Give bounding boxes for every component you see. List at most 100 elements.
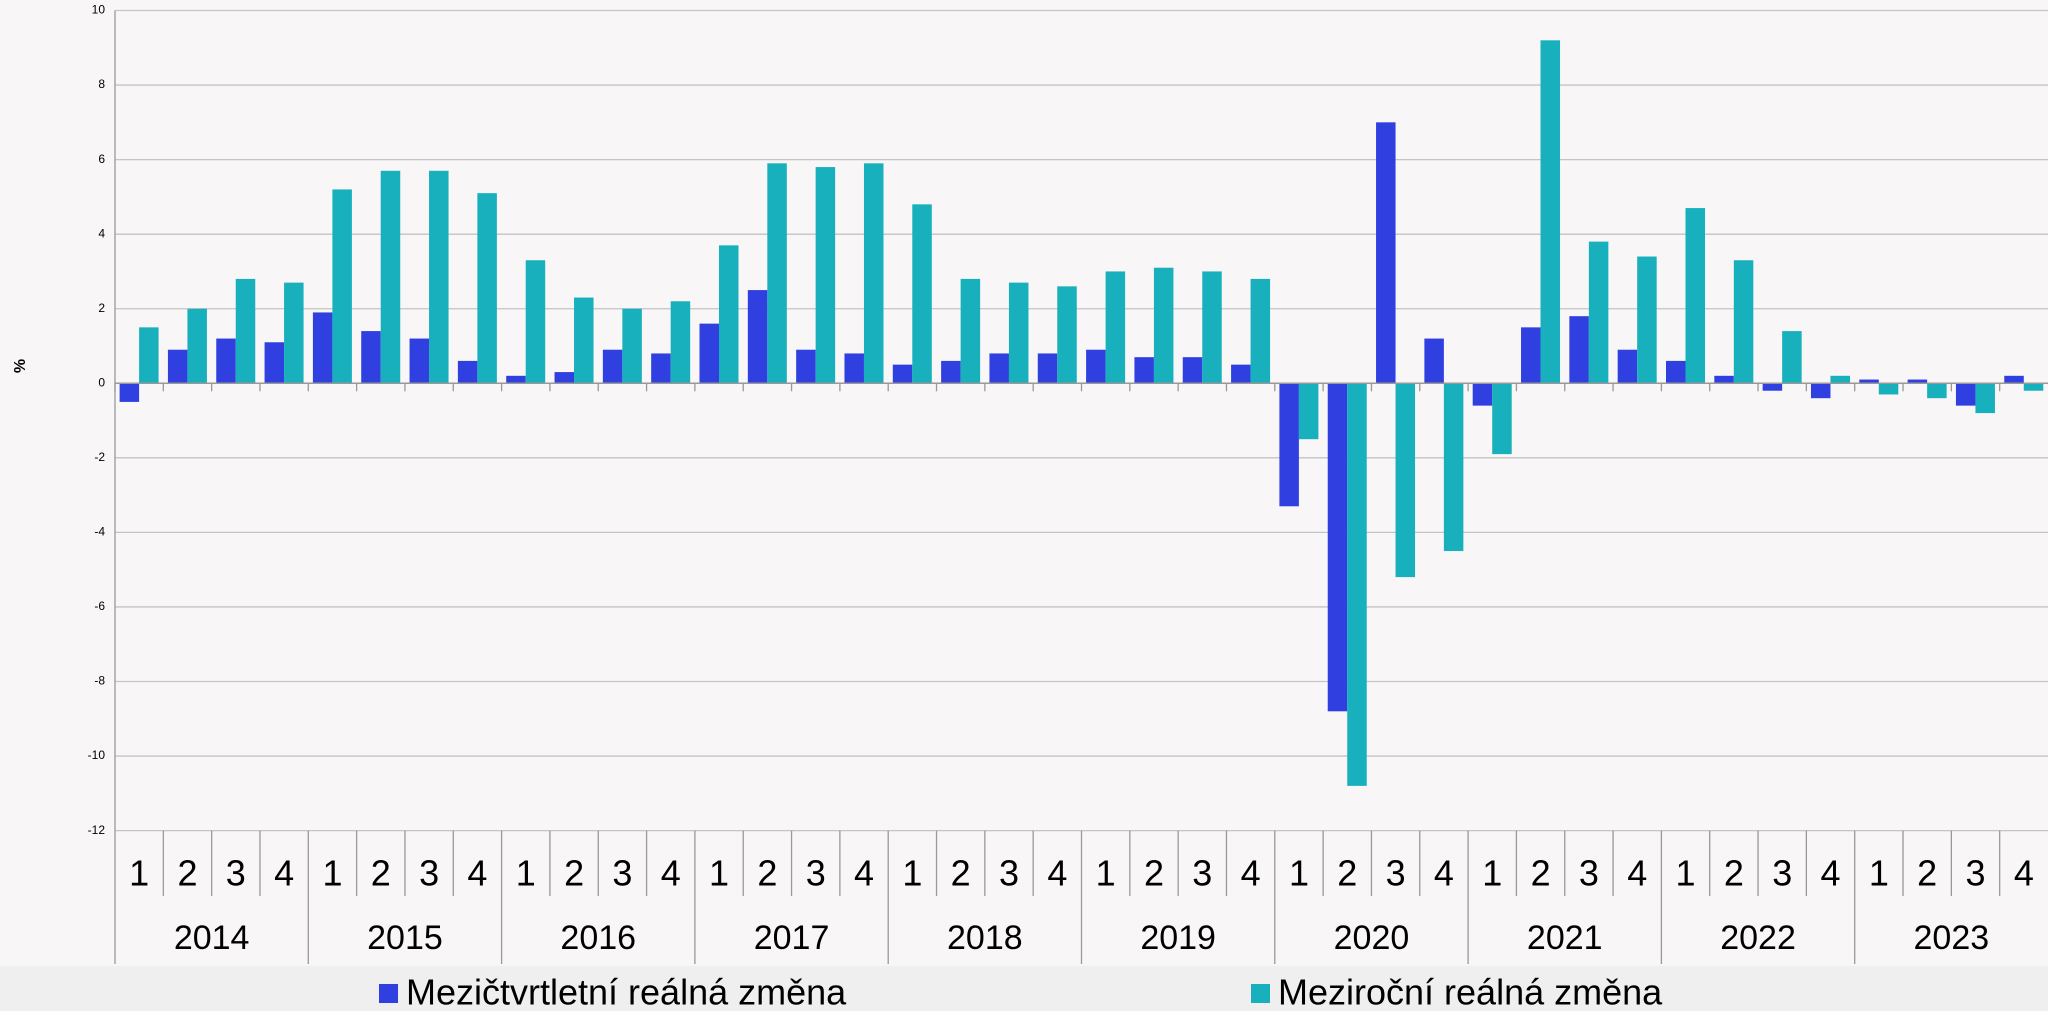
- x-tick-label: 4: [2014, 853, 2034, 894]
- bar: [554, 372, 575, 384]
- bar: [409, 338, 430, 384]
- bar: [1008, 282, 1029, 384]
- legend-swatch: [1251, 984, 1270, 1003]
- bar: [1086, 349, 1106, 384]
- year-label: 2019: [1140, 919, 1216, 957]
- x-tick-label: 1: [1096, 853, 1116, 894]
- x-tick-label: 1: [1289, 853, 1309, 894]
- y-tick-label: 10: [92, 3, 106, 17]
- x-tick-label: 2: [371, 853, 391, 894]
- year-label: 2023: [1914, 919, 1990, 957]
- x-tick-label: 3: [1192, 853, 1212, 894]
- bar: [1153, 267, 1174, 384]
- bar: [139, 327, 159, 384]
- bar: [1279, 383, 1299, 507]
- bar: [332, 189, 352, 384]
- year-label: 2017: [754, 919, 830, 957]
- x-tick-label: 2: [757, 853, 777, 894]
- x-tick-label: 4: [467, 853, 487, 894]
- bar: [1037, 353, 1058, 384]
- y-tick-label: 4: [98, 226, 105, 240]
- bar: [574, 297, 594, 384]
- bar: [1424, 338, 1444, 384]
- bar: [815, 167, 836, 384]
- bar: [1134, 357, 1154, 384]
- x-tick-label: 1: [322, 853, 342, 894]
- bar: [312, 312, 333, 384]
- bar: [1685, 208, 1705, 384]
- bar: [429, 170, 449, 384]
- bar: [1714, 375, 1734, 384]
- year-label: 2020: [1334, 919, 1410, 957]
- x-tick-label: 4: [1241, 853, 1261, 894]
- x-tick-label: 1: [709, 853, 729, 894]
- x-tick-label: 4: [1627, 853, 1647, 894]
- year-label: 2015: [367, 919, 443, 957]
- legend-swatch: [379, 984, 398, 1003]
- bar: [1859, 379, 1879, 384]
- bar: [1376, 122, 1396, 384]
- bar: [284, 282, 304, 384]
- x-tick-label: 2: [951, 853, 971, 894]
- x-tick-label: 2: [564, 853, 584, 894]
- bar: [941, 360, 961, 384]
- x-tick-label: 1: [1869, 853, 1889, 894]
- bar: [1250, 278, 1271, 384]
- bar: [1105, 271, 1126, 384]
- bar: [699, 323, 719, 384]
- bar: [1472, 383, 1493, 406]
- bar: [651, 353, 671, 384]
- bar: [1443, 383, 1464, 552]
- x-tick-label: 4: [854, 853, 874, 894]
- bar: [1810, 383, 1831, 399]
- bar: [380, 170, 401, 384]
- y-tick-label: 0: [98, 375, 105, 389]
- y-tick-label: -12: [88, 823, 106, 837]
- x-tick-label: 3: [1386, 853, 1406, 894]
- bar: [1733, 260, 1754, 384]
- bar: [1231, 364, 1251, 384]
- x-tick-label: 3: [806, 853, 826, 894]
- bar: [1492, 383, 1512, 455]
- bar: [892, 364, 913, 384]
- x-tick-label: 3: [226, 853, 246, 894]
- bar: [1955, 383, 1976, 406]
- bar: [719, 245, 739, 384]
- x-tick-label: 1: [516, 853, 536, 894]
- bar: [960, 278, 981, 384]
- x-tick-label: 2: [1917, 853, 1937, 894]
- bar: [767, 163, 787, 384]
- bar: [1830, 375, 1850, 384]
- x-tick-label: 3: [999, 853, 1019, 894]
- bar: [1907, 379, 1928, 384]
- bar: [264, 342, 285, 384]
- y-tick-label: 2: [98, 301, 105, 315]
- y-tick-label: -2: [94, 450, 105, 464]
- bar: [2004, 375, 2024, 384]
- bar: [1202, 271, 1222, 384]
- x-tick-label: 3: [612, 853, 632, 894]
- bar: [506, 375, 526, 384]
- bar: [1782, 331, 1802, 384]
- x-tick-label: 3: [1772, 853, 1792, 894]
- bar: [1617, 349, 1638, 384]
- bar: [670, 301, 691, 384]
- y-tick-label: 8: [98, 77, 105, 91]
- bar: [2023, 383, 2044, 391]
- y-tick-label: -8: [94, 674, 105, 688]
- x-tick-label: 4: [1434, 853, 1454, 894]
- bar: [1637, 256, 1657, 384]
- year-label: 2021: [1527, 919, 1603, 957]
- bar: [1057, 286, 1077, 384]
- y-tick-label: -6: [94, 599, 105, 613]
- x-tick-label: 1: [1676, 853, 1696, 894]
- bar: [457, 360, 478, 384]
- x-tick-label: 2: [1144, 853, 1164, 894]
- x-tick-label: 4: [1821, 853, 1841, 894]
- y-tick-label: 6: [98, 152, 105, 166]
- bar: [1395, 383, 1416, 578]
- y-tick-label: -10: [88, 748, 106, 762]
- legend-label: Mezičtvrtletní reálná změna: [406, 972, 847, 1011]
- bar: [1588, 241, 1609, 384]
